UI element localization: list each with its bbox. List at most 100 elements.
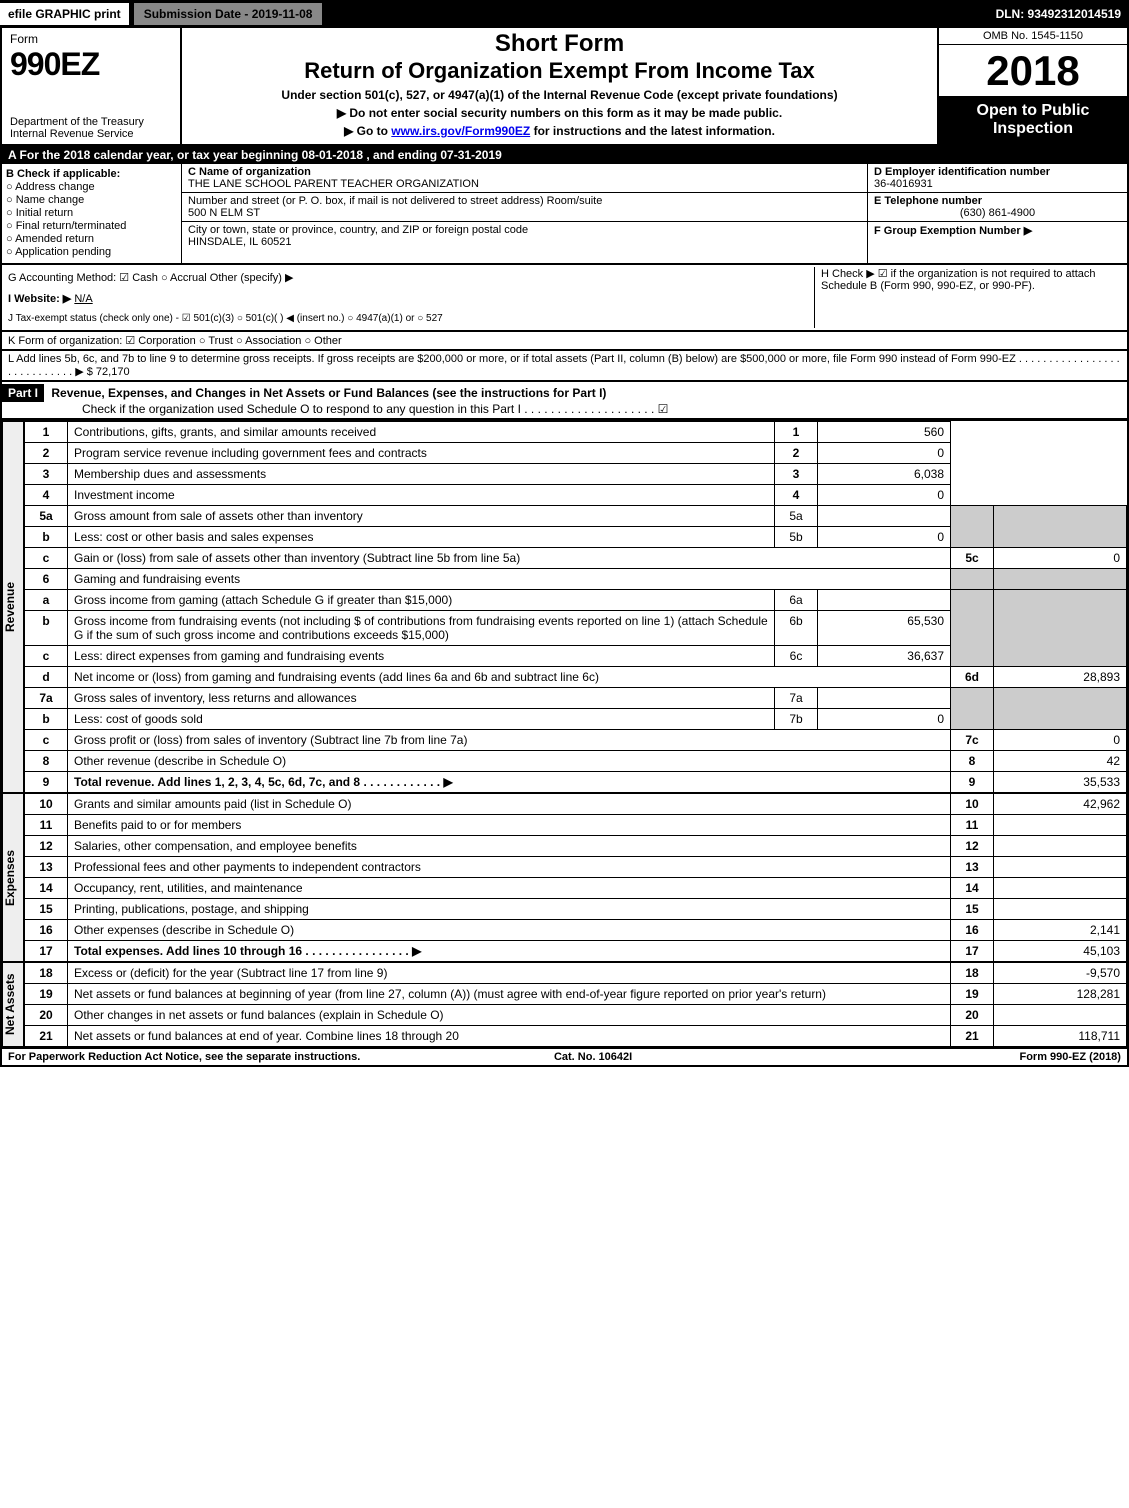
- header-left: Form 990EZ Department of the Treasury In…: [2, 28, 182, 144]
- line-20-val: [994, 1005, 1127, 1026]
- col-b: B Check if applicable: Address change Na…: [2, 164, 182, 263]
- line-1-label: Contributions, gifts, grants, and simila…: [68, 422, 775, 443]
- sub-7a: 7a: [775, 688, 818, 709]
- sub-7b: 7b: [775, 709, 818, 730]
- part1-check: Check if the organization used Schedule …: [2, 402, 668, 416]
- line-13-label: Professional fees and other payments to …: [68, 857, 951, 878]
- cell-org-name: C Name of organization THE LANE SCHOOL P…: [182, 164, 867, 193]
- sub-5a-val: [818, 506, 951, 527]
- line-3-label: Membership dues and assessments: [68, 464, 775, 485]
- line-10-val: 42,962: [994, 794, 1127, 815]
- line-5c-val: 0: [994, 548, 1127, 569]
- chk-final-return[interactable]: Final return/terminated: [6, 220, 177, 232]
- sub-5a: 5a: [775, 506, 818, 527]
- line-6d-label: Net income or (loss) from gaming and fun…: [68, 667, 951, 688]
- row-a-tax-year: A For the 2018 calendar year, or tax yea…: [0, 146, 1129, 164]
- line-11-val: [994, 815, 1127, 836]
- ein-value: 36-4016931: [874, 178, 933, 190]
- e-phone: E Telephone number (630) 861-4900: [868, 193, 1127, 222]
- line-16-label: Other expenses (describe in Schedule O): [68, 920, 951, 941]
- short-form-title: Short Form: [188, 30, 931, 58]
- line-15-label: Printing, publications, postage, and shi…: [68, 899, 951, 920]
- line-7c-val: 0: [994, 730, 1127, 751]
- footer-row: For Paperwork Reduction Act Notice, see …: [0, 1049, 1129, 1067]
- e-label: E Telephone number: [874, 195, 982, 207]
- arrow-line-1: ▶ Do not enter social security numbers o…: [188, 106, 931, 120]
- part1-title: Revenue, Expenses, and Changes in Net As…: [47, 386, 606, 400]
- dept1: Department of the Treasury: [10, 116, 144, 128]
- street-address: 500 N ELM ST: [188, 207, 260, 219]
- chk-application-pending[interactable]: Application pending: [6, 246, 177, 258]
- revenue-section: Revenue 1Contributions, gifts, grants, a…: [0, 421, 1129, 793]
- info-grid: B Check if applicable: Address change Na…: [0, 164, 1129, 265]
- line-8-label: Other revenue (describe in Schedule O): [68, 751, 951, 772]
- line-2-val: 0: [818, 443, 951, 464]
- line-2-label: Program service revenue including govern…: [68, 443, 775, 464]
- line-6c-label: Less: direct expenses from gaming and fu…: [68, 646, 775, 667]
- line-7c-label: Gross profit or (loss) from sales of inv…: [68, 730, 951, 751]
- line-7a-label: Gross sales of inventory, less returns a…: [68, 688, 775, 709]
- footer-left: For Paperwork Reduction Act Notice, see …: [8, 1051, 360, 1063]
- line-19-val: 128,281: [994, 984, 1127, 1005]
- efile-label[interactable]: efile GRAPHIC print: [0, 3, 129, 25]
- omb-number: OMB No. 1545-1150: [939, 28, 1127, 45]
- line-i: I Website: ▶ N/A: [8, 288, 814, 309]
- expenses-section: Expenses 10Grants and similar amounts pa…: [0, 793, 1129, 962]
- line-6d-val: 28,893: [994, 667, 1127, 688]
- return-title: Return of Organization Exempt From Incom…: [188, 58, 931, 84]
- line-11-label: Benefits paid to or for members: [68, 815, 951, 836]
- line-k-row: K Form of organization: ☑ Corporation ○ …: [0, 332, 1129, 351]
- form-word: Form: [10, 32, 172, 46]
- part1-label: Part I: [2, 384, 44, 402]
- line-5a-label: Gross amount from sale of assets other t…: [68, 506, 775, 527]
- phone-value: (630) 861-4900: [874, 207, 1121, 219]
- sub-6b-val: 65,530: [818, 611, 951, 646]
- line-l-row: L Add lines 5b, 6c, and 7b to line 9 to …: [0, 351, 1129, 382]
- netassets-table: 18Excess or (deficit) for the year (Subt…: [24, 962, 1127, 1047]
- top-bar: efile GRAPHIC print Submission Date - 20…: [0, 0, 1129, 28]
- sub-6a: 6a: [775, 590, 818, 611]
- arrow-line-2: ▶ Go to www.irs.gov/Form990EZ for instru…: [188, 124, 931, 138]
- sub-5b: 5b: [775, 527, 818, 548]
- line-16-val: 2,141: [994, 920, 1127, 941]
- under-section: Under section 501(c), 527, or 4947(a)(1)…: [188, 88, 931, 102]
- line-6a-label: Gross income from gaming (attach Schedul…: [68, 590, 775, 611]
- cell-city: City or town, state or province, country…: [182, 222, 867, 250]
- dln-label: DLN: 93492312014519: [988, 3, 1129, 25]
- line-12-val: [994, 836, 1127, 857]
- line-17-label: Total expenses. Add lines 10 through 16 …: [68, 941, 951, 962]
- header-center: Short Form Return of Organization Exempt…: [182, 28, 937, 144]
- line-9-label: Total revenue. Add lines 1, 2, 3, 4, 5c,…: [68, 772, 951, 793]
- submission-date: Submission Date - 2019-11-08: [133, 2, 324, 26]
- line-19-label: Net assets or fund balances at beginning…: [68, 984, 951, 1005]
- line-1-val: 560: [818, 422, 951, 443]
- irs-link[interactable]: www.irs.gov/Form990EZ: [391, 124, 530, 138]
- line-14-val: [994, 878, 1127, 899]
- chk-amended-return[interactable]: Amended return: [6, 233, 177, 245]
- line-20-label: Other changes in net assets or fund bala…: [68, 1005, 951, 1026]
- chk-name-change[interactable]: Name change: [6, 194, 177, 206]
- expenses-table: 10Grants and similar amounts paid (list …: [24, 793, 1127, 962]
- line-5c-label: Gain or (loss) from sale of assets other…: [68, 548, 951, 569]
- line-21-val: 118,711: [994, 1026, 1127, 1047]
- f-group: F Group Exemption Number ▶: [868, 222, 1127, 239]
- city-state-zip: HINSDALE, IL 60521: [188, 236, 292, 248]
- header-right: OMB No. 1545-1150 2018 Open to Public In…: [937, 28, 1127, 144]
- line-9-val: 35,533: [994, 772, 1127, 793]
- line-7b-label: Less: cost of goods sold: [68, 709, 775, 730]
- chk-address-change[interactable]: Address change: [6, 181, 177, 193]
- c-label: C Name of organization: [188, 166, 311, 178]
- line-18-val: -9,570: [994, 963, 1127, 984]
- sub-6c-val: 36,637: [818, 646, 951, 667]
- netassets-side-label: Net Assets: [2, 962, 24, 1047]
- footer-mid: Cat. No. 10642I: [554, 1051, 632, 1063]
- expenses-side-label: Expenses: [2, 793, 24, 962]
- sub-6a-val: [818, 590, 951, 611]
- part1-header-row: Part I Revenue, Expenses, and Changes in…: [0, 382, 1129, 421]
- line-6b-label: Gross income from fundraising events (no…: [68, 611, 775, 646]
- line-j: J Tax-exempt status (check only one) - ☑…: [8, 309, 814, 328]
- dept2: Internal Revenue Service: [10, 128, 134, 140]
- revenue-table: 1Contributions, gifts, grants, and simil…: [24, 421, 1127, 793]
- chk-initial-return[interactable]: Initial return: [6, 207, 177, 219]
- line-13-val: [994, 857, 1127, 878]
